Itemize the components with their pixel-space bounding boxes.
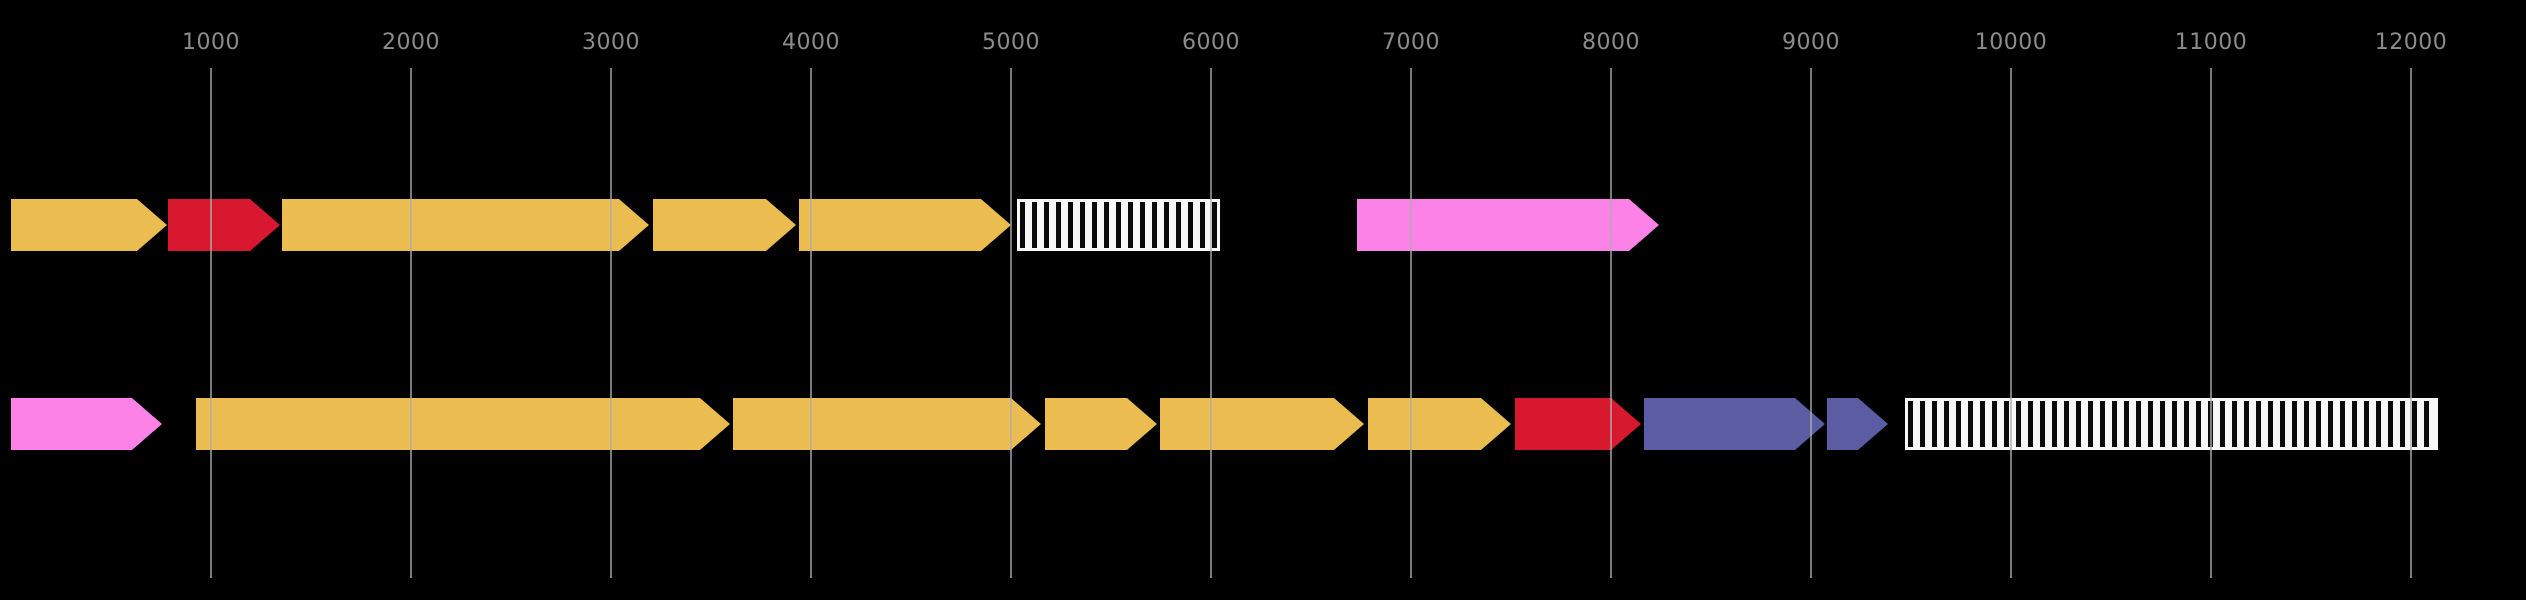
axis-tick-label: 3000 — [582, 30, 640, 55]
axis-gridline — [1410, 68, 1412, 578]
axis-gridline — [1210, 68, 1212, 578]
gene-arrow-pink — [11, 398, 162, 450]
gene-arrow-gold — [282, 199, 649, 251]
gene-arrow-pink — [1357, 199, 1659, 251]
axis-gridline — [2010, 68, 2012, 578]
gene-arrow-gold — [733, 398, 1041, 450]
gene-arrow-gold — [11, 199, 167, 251]
gene-arrow-gold — [196, 398, 730, 450]
axis-gridline — [410, 68, 412, 578]
axis-tick-label: 8000 — [1582, 30, 1640, 55]
axis-gridline — [2210, 68, 2212, 578]
axis-tick-label: 10000 — [1974, 30, 2048, 55]
gene-arrow-purple — [1644, 398, 1825, 450]
gene-box-hatched — [1905, 398, 2438, 450]
axis-tick-label: 12000 — [2374, 30, 2448, 55]
axis-tick-label: 1000 — [182, 30, 240, 55]
gene-arrow-red — [168, 199, 280, 251]
axis-gridline — [610, 68, 612, 578]
axis-gridline — [1610, 68, 1612, 578]
axis-tick-label: 6000 — [1182, 30, 1240, 55]
gene-arrow-purple — [1827, 398, 1888, 450]
axis-tick-label: 4000 — [782, 30, 840, 55]
axis-tick-label: 2000 — [382, 30, 440, 55]
axis-gridline — [1810, 68, 1812, 578]
axis-gridline — [2410, 68, 2412, 578]
axis-gridline — [210, 68, 212, 578]
axis-gridline — [810, 68, 812, 578]
gene-arrow-gold — [1160, 398, 1364, 450]
gene-arrow-gold — [1045, 398, 1157, 450]
axis-tick-label: 9000 — [1782, 30, 1840, 55]
axis-tick-label: 11000 — [2174, 30, 2248, 55]
gene-arrow-gold — [653, 199, 796, 251]
gene-arrow-gold — [799, 199, 1011, 251]
axis-tick-label: 5000 — [982, 30, 1040, 55]
gene-arrow-red — [1515, 398, 1641, 450]
gene-arrow-gold — [1368, 398, 1511, 450]
axis-tick-label: 7000 — [1382, 30, 1440, 55]
axis-gridline — [1010, 68, 1012, 578]
gene-box-hatched — [1017, 199, 1220, 251]
